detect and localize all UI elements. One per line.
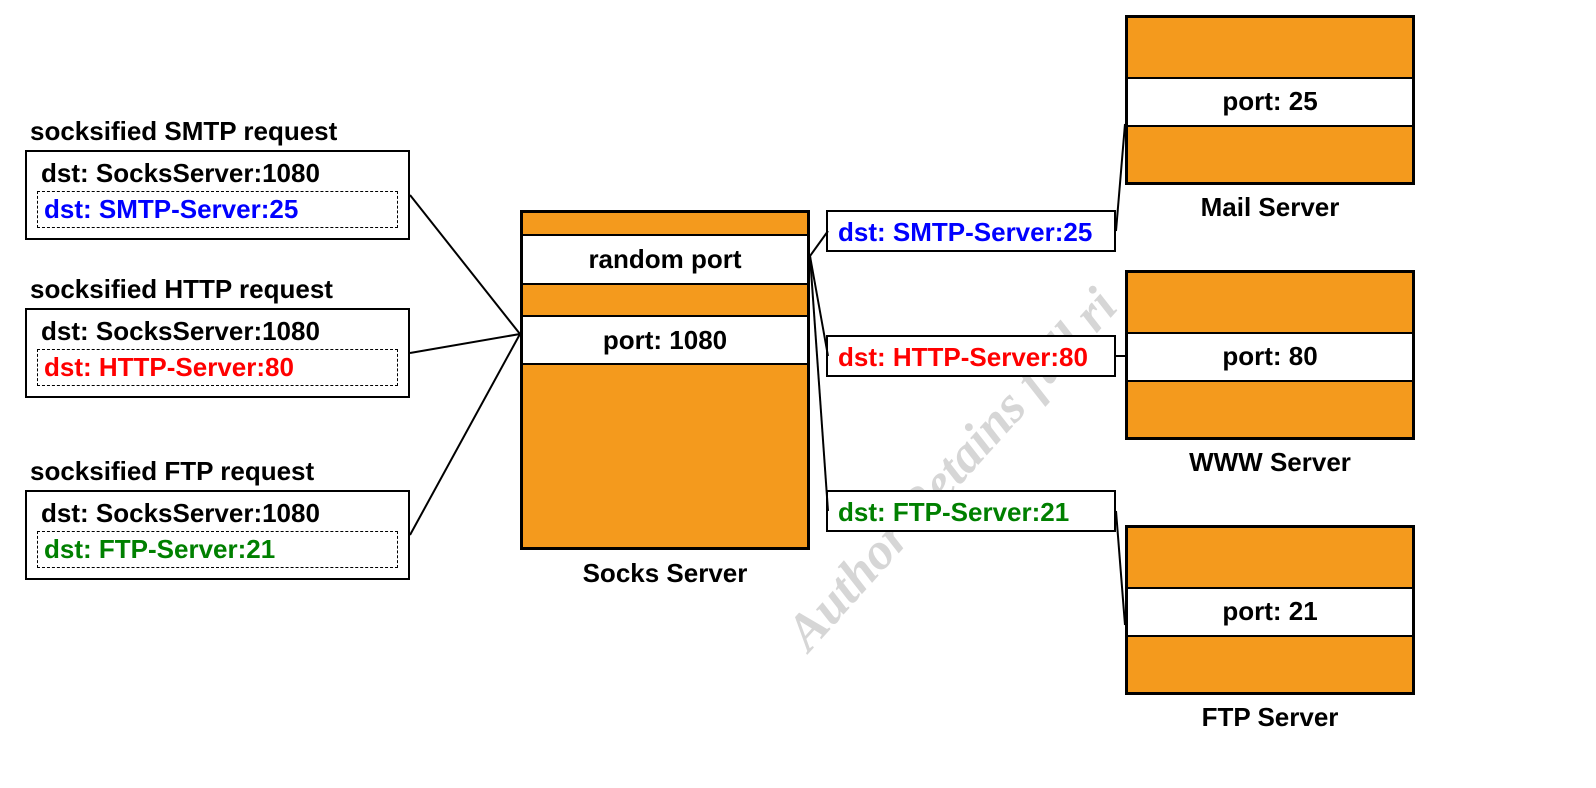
www-server-bottom-stripe [1128, 382, 1412, 437]
request-dst-target-smtp: dst: SMTP-Server:25 [37, 191, 398, 228]
destination-ftp-dst: dst: FTP-Server:21 [826, 490, 1116, 532]
destination-http-dst: dst: HTTP-Server:80 [826, 335, 1116, 377]
ftp-server-port-slot: port: 21 [1128, 587, 1412, 638]
request-dst-target-http: dst: HTTP-Server:80 [37, 349, 398, 386]
socks-orange-stripe [523, 213, 807, 234]
socks-server-label: Socks Server [520, 558, 810, 589]
request-title-http: socksified HTTP request [30, 274, 333, 305]
mail-server-port-slot: port: 25 [1128, 77, 1412, 128]
socks-orange-stripe [523, 285, 807, 314]
request-dst-socks-http: dst: SocksServer:1080 [37, 314, 398, 349]
ftp-server-bottom-stripe [1128, 637, 1412, 692]
socks-orange-stripe [523, 365, 807, 547]
request-dst-socks-smtp: dst: SocksServer:1080 [37, 156, 398, 191]
request-dst-socks-ftp: dst: SocksServer:1080 [37, 496, 398, 531]
socks-port-1080-slot: port: 1080 [523, 315, 807, 366]
mail-server-label: Mail Server [1125, 192, 1415, 223]
www-server-label: WWW Server [1125, 447, 1415, 478]
mail-server-bottom-stripe [1128, 127, 1412, 182]
destination-smtp-dst: dst: SMTP-Server:25 [826, 210, 1116, 252]
ftp-server-box: port: 21 [1125, 525, 1415, 695]
socks-random-port-slot: random port [523, 234, 807, 285]
request-title-smtp: socksified SMTP request [30, 116, 337, 147]
request-box-smtp: dst: SocksServer:1080dst: SMTP-Server:25 [25, 150, 410, 240]
request-box-ftp: dst: SocksServer:1080dst: FTP-Server:21 [25, 490, 410, 580]
request-dst-target-ftp: dst: FTP-Server:21 [37, 531, 398, 568]
mail-server-box: port: 25 [1125, 15, 1415, 185]
www-server-port-slot: port: 80 [1128, 332, 1412, 383]
ftp-server-top-stripe [1128, 528, 1412, 587]
request-title-ftp: socksified FTP request [30, 456, 314, 487]
socks-server-box: random port port: 1080 [520, 210, 810, 550]
mail-server-top-stripe [1128, 18, 1412, 77]
www-server-box: port: 80 [1125, 270, 1415, 440]
www-server-top-stripe [1128, 273, 1412, 332]
request-box-http: dst: SocksServer:1080dst: HTTP-Server:80 [25, 308, 410, 398]
ftp-server-label: FTP Server [1125, 702, 1415, 733]
